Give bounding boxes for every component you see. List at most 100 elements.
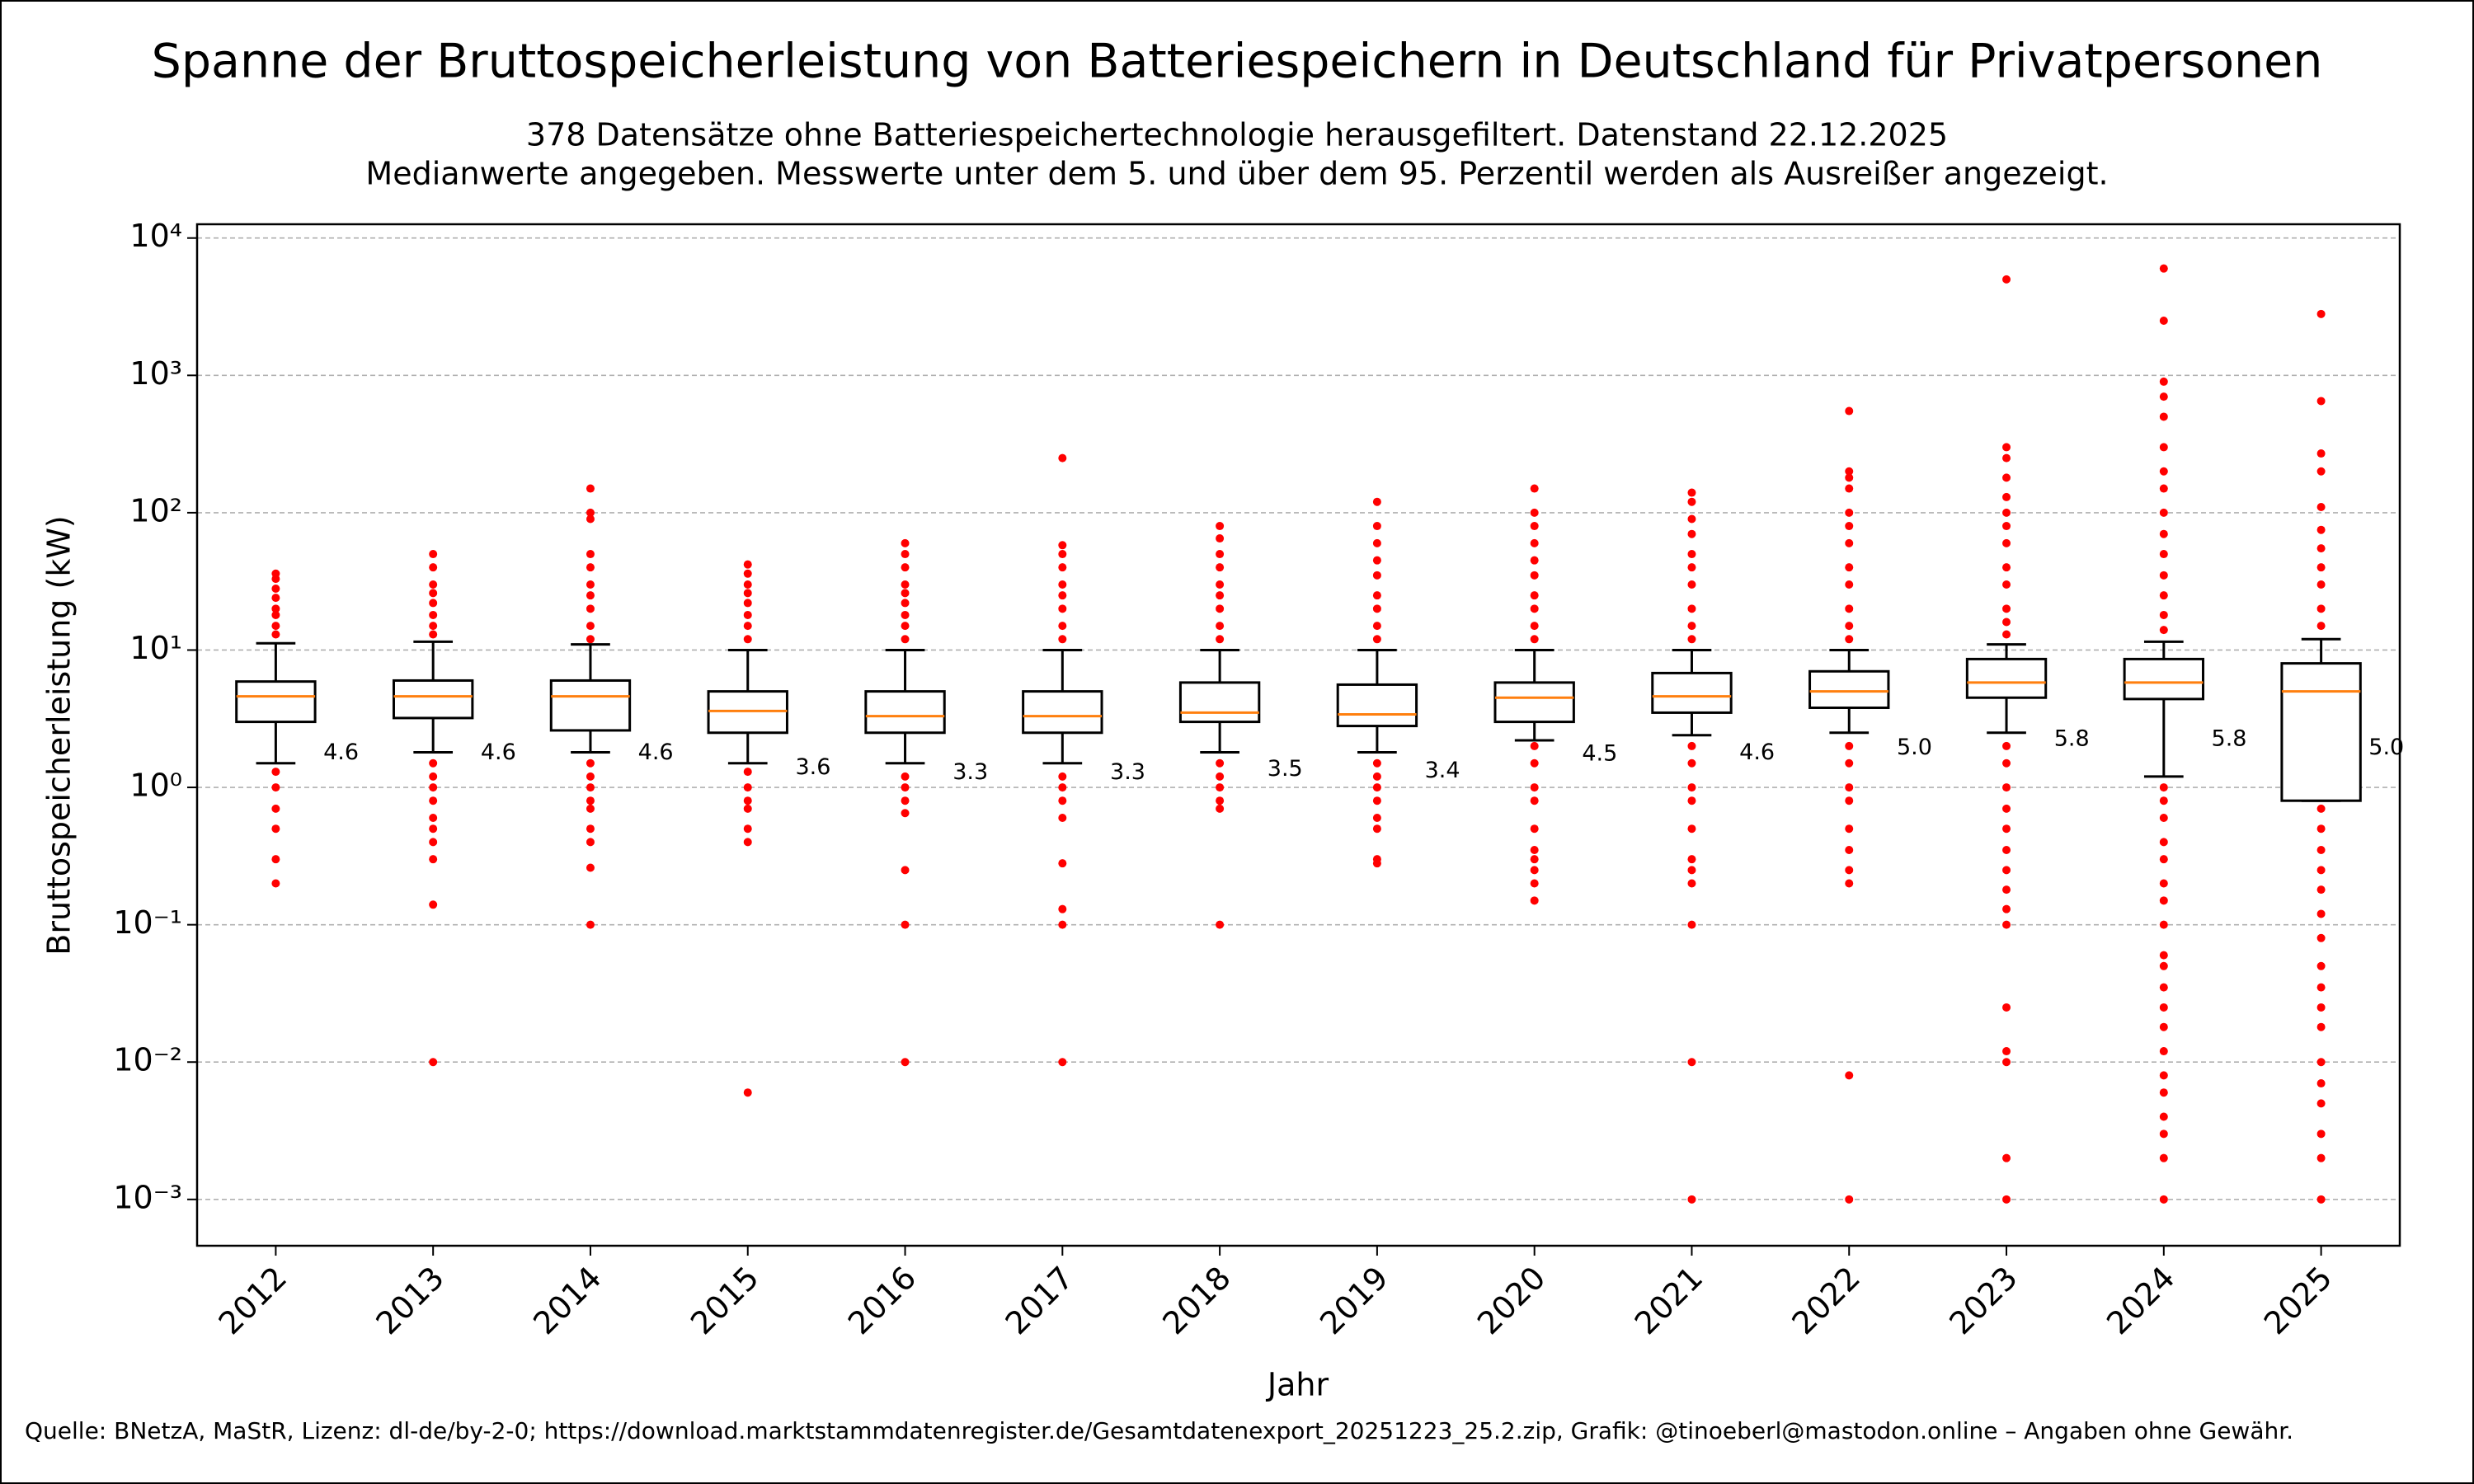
outlier — [2316, 309, 2326, 318]
outlier — [1216, 622, 1225, 631]
outlier — [2316, 544, 2326, 553]
outlier — [271, 855, 280, 864]
outlier — [901, 622, 910, 631]
outlier — [2002, 920, 2011, 929]
outlier — [2002, 741, 2011, 750]
y-tick-label: 10⁻¹ — [113, 904, 182, 941]
median-label: 5.0 — [2368, 735, 2404, 760]
box — [1965, 657, 2048, 699]
outlier — [2159, 951, 2168, 960]
outlier — [1687, 550, 1696, 559]
median-label: 3.6 — [795, 754, 830, 780]
outlier — [1216, 920, 1225, 929]
outlier — [1058, 920, 1067, 929]
box — [1493, 681, 1575, 724]
outlier — [1687, 529, 1696, 538]
outlier — [2002, 492, 2011, 501]
outlier — [2316, 580, 2326, 589]
outlier — [2002, 824, 2011, 834]
outlier — [2316, 604, 2326, 613]
outlier — [271, 594, 280, 603]
outlier — [1530, 896, 1539, 905]
outlier — [1372, 772, 1381, 781]
outlier — [1530, 783, 1539, 792]
outlier — [1845, 796, 1854, 805]
outlier — [1845, 824, 1854, 834]
outlier — [429, 1058, 438, 1067]
outlier — [2159, 855, 2168, 864]
outlier — [1530, 522, 1539, 531]
outlier — [2159, 1195, 2168, 1204]
outlier — [1372, 758, 1381, 768]
outlier — [1372, 497, 1381, 506]
outlier — [1530, 741, 1539, 750]
outlier — [2159, 783, 2168, 792]
outlier — [586, 783, 595, 792]
outlier — [271, 879, 280, 888]
outlier — [2002, 1195, 2011, 1204]
outlier — [743, 796, 752, 805]
outlier — [586, 863, 595, 872]
outlier — [2002, 604, 2011, 613]
outlier — [1372, 796, 1381, 805]
outlier — [2159, 920, 2168, 929]
outlier — [2002, 1047, 2011, 1056]
outlier — [1058, 604, 1067, 613]
median-label: 3.5 — [1268, 756, 1303, 782]
outlier — [1058, 635, 1067, 644]
outlier — [2159, 412, 2168, 421]
outlier — [2002, 630, 2011, 639]
outlier — [1372, 635, 1381, 644]
outlier — [1058, 772, 1067, 781]
outlier — [1530, 604, 1539, 613]
y-tick-label: 10⁻² — [113, 1042, 182, 1078]
source-note: Quelle: BNetzA, MaStR, Lizenz: dl-de/by-… — [25, 1417, 2293, 1444]
outlier — [1530, 591, 1539, 600]
outlier — [2316, 397, 2326, 406]
outlier — [743, 783, 752, 792]
outlier — [2002, 804, 2011, 813]
outlier — [1058, 859, 1067, 868]
outlier — [2316, 1022, 2326, 1031]
outlier — [901, 796, 910, 805]
outlier — [2002, 885, 2011, 895]
outlier — [2002, 1153, 2011, 1162]
box — [1178, 681, 1261, 724]
outlier — [2002, 522, 2011, 531]
outlier — [2316, 449, 2326, 458]
outlier — [1530, 796, 1539, 805]
outlier — [2002, 563, 2011, 572]
box — [1336, 683, 1418, 728]
outlier — [1372, 591, 1381, 600]
outlier — [586, 604, 595, 613]
outlier — [271, 604, 280, 613]
outlier — [743, 1088, 752, 1097]
outlier — [1845, 580, 1854, 589]
outlier — [1687, 563, 1696, 572]
outlier — [1372, 522, 1381, 531]
outlier — [1845, 563, 1854, 572]
outlier — [2316, 502, 2326, 511]
outlier — [1845, 846, 1854, 855]
outlier — [2159, 1003, 2168, 1012]
outlier — [429, 599, 438, 608]
median-label: 3.4 — [1425, 758, 1460, 783]
outlier — [1530, 635, 1539, 644]
outlier — [1216, 563, 1225, 572]
outlier — [586, 920, 595, 929]
plot-frame — [195, 223, 2401, 1247]
outlier — [429, 580, 438, 589]
outlier — [1216, 591, 1225, 600]
outlier — [2316, 1153, 2326, 1162]
median-label: 4.6 — [1739, 740, 1775, 765]
outlier — [1530, 846, 1539, 855]
outlier — [1058, 580, 1067, 589]
outlier — [2316, 1003, 2326, 1012]
outlier — [1687, 855, 1696, 864]
outlier — [586, 591, 595, 600]
outlier — [429, 622, 438, 631]
outlier — [1372, 859, 1381, 868]
outlier — [2159, 626, 2168, 635]
outlier — [1687, 1058, 1696, 1067]
